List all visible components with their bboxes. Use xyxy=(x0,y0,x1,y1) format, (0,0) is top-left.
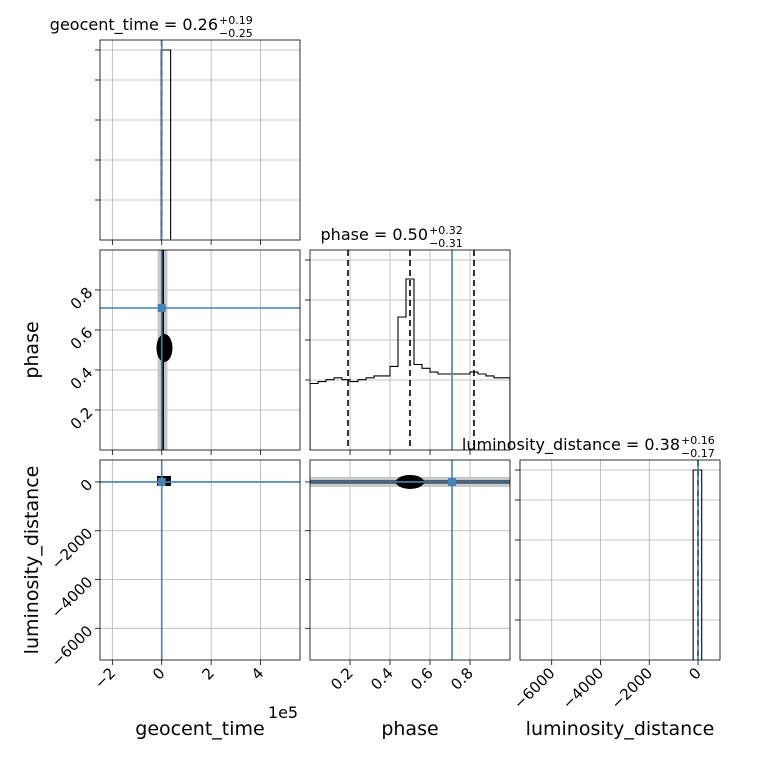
panel-frame xyxy=(519,459,721,661)
scatter-area xyxy=(310,460,510,660)
hist-area xyxy=(310,250,510,450)
truth-marker xyxy=(448,477,456,486)
x-offset-label: 1e5 xyxy=(268,703,298,722)
title-sup: +0.19 xyxy=(219,14,253,27)
panel-hist-geocent-time: geocent_time = 0.26 +0.19−0.25 xyxy=(50,14,301,245)
y-axis-label-luminosity-distance: luminosity_distance xyxy=(21,466,43,655)
title-sub: −0.31 xyxy=(429,237,463,250)
title-sup: +0.16 xyxy=(681,434,715,447)
x-tick-label: −2000 xyxy=(607,664,656,713)
truth-marker xyxy=(157,304,166,312)
hist-area xyxy=(692,460,703,660)
scatter-area xyxy=(100,250,300,450)
x-tick-label: 0 xyxy=(149,664,168,683)
panel-geocent-time-vs-phase: 0.2 0.4 0.6 0.8 xyxy=(67,249,301,455)
x-axis-label-luminosity-distance: luminosity_distance xyxy=(526,718,715,740)
x-tick-label: 0.6 xyxy=(407,664,437,694)
histogram-step xyxy=(310,278,510,450)
x-axis-label-phase: phase xyxy=(381,718,438,740)
y-tick-label: 0.2 xyxy=(67,404,97,434)
x-tick-label: 4 xyxy=(248,664,267,683)
panel-frame xyxy=(99,249,301,451)
y-tick-label: −4000 xyxy=(48,573,97,622)
x-tick-label: −4000 xyxy=(559,664,608,713)
title-luminosity-distance: luminosity_distance = 0.38 xyxy=(462,435,680,455)
x-tick-label: −2 xyxy=(91,664,119,692)
panel-frame xyxy=(99,39,301,241)
panel-geocent-time-vs-luminosity-distance: −6000−4000−2000 0 −2 0 2 4 xyxy=(48,459,301,692)
scatter-area xyxy=(100,460,300,660)
histogram-step xyxy=(160,49,172,240)
hist-area xyxy=(160,40,172,240)
x-tick-label: 0.2 xyxy=(327,664,357,694)
x-tick-label: 0.8 xyxy=(447,664,477,694)
title-geocent-time: geocent_time = 0.26 xyxy=(50,15,218,35)
y-tick-label: 0.4 xyxy=(67,364,97,394)
x-tick-label: −6000 xyxy=(510,664,559,713)
x-tick-label: 2 xyxy=(198,664,217,683)
y-tick-label: −6000 xyxy=(48,622,97,671)
y-tick-label: 0.8 xyxy=(67,284,97,314)
x-tick-label: 0 xyxy=(685,664,704,683)
panel-frame xyxy=(309,459,511,661)
title-phase: phase = 0.50 xyxy=(321,225,428,244)
x-tick-label: 0.4 xyxy=(367,664,397,694)
panel-hist-luminosity-distance: −6000 −4000 −2000 0 luminosity_distance = 0.… xyxy=(462,434,721,713)
density-peak xyxy=(156,334,173,362)
panel-frame xyxy=(99,459,301,661)
truth-marker xyxy=(157,477,166,486)
y-axis-label-phase: phase xyxy=(21,321,43,378)
y-tick-label: 0 xyxy=(77,476,96,495)
panel-frame xyxy=(309,249,511,451)
title-sub: −0.25 xyxy=(219,27,253,40)
y-tick-label: −2000 xyxy=(48,524,97,573)
title-sup: +0.32 xyxy=(429,224,463,237)
title-sub: −0.17 xyxy=(681,447,715,460)
y-tick-label: 0.6 xyxy=(67,324,97,354)
panel-phase-vs-luminosity-distance: 0.2 0.4 0.6 0.8 xyxy=(305,459,511,694)
panel-hist-phase: phase = 0.50 +0.32−0.31 xyxy=(305,224,511,455)
x-axis-label-geocent-time: geocent_time xyxy=(135,718,264,740)
